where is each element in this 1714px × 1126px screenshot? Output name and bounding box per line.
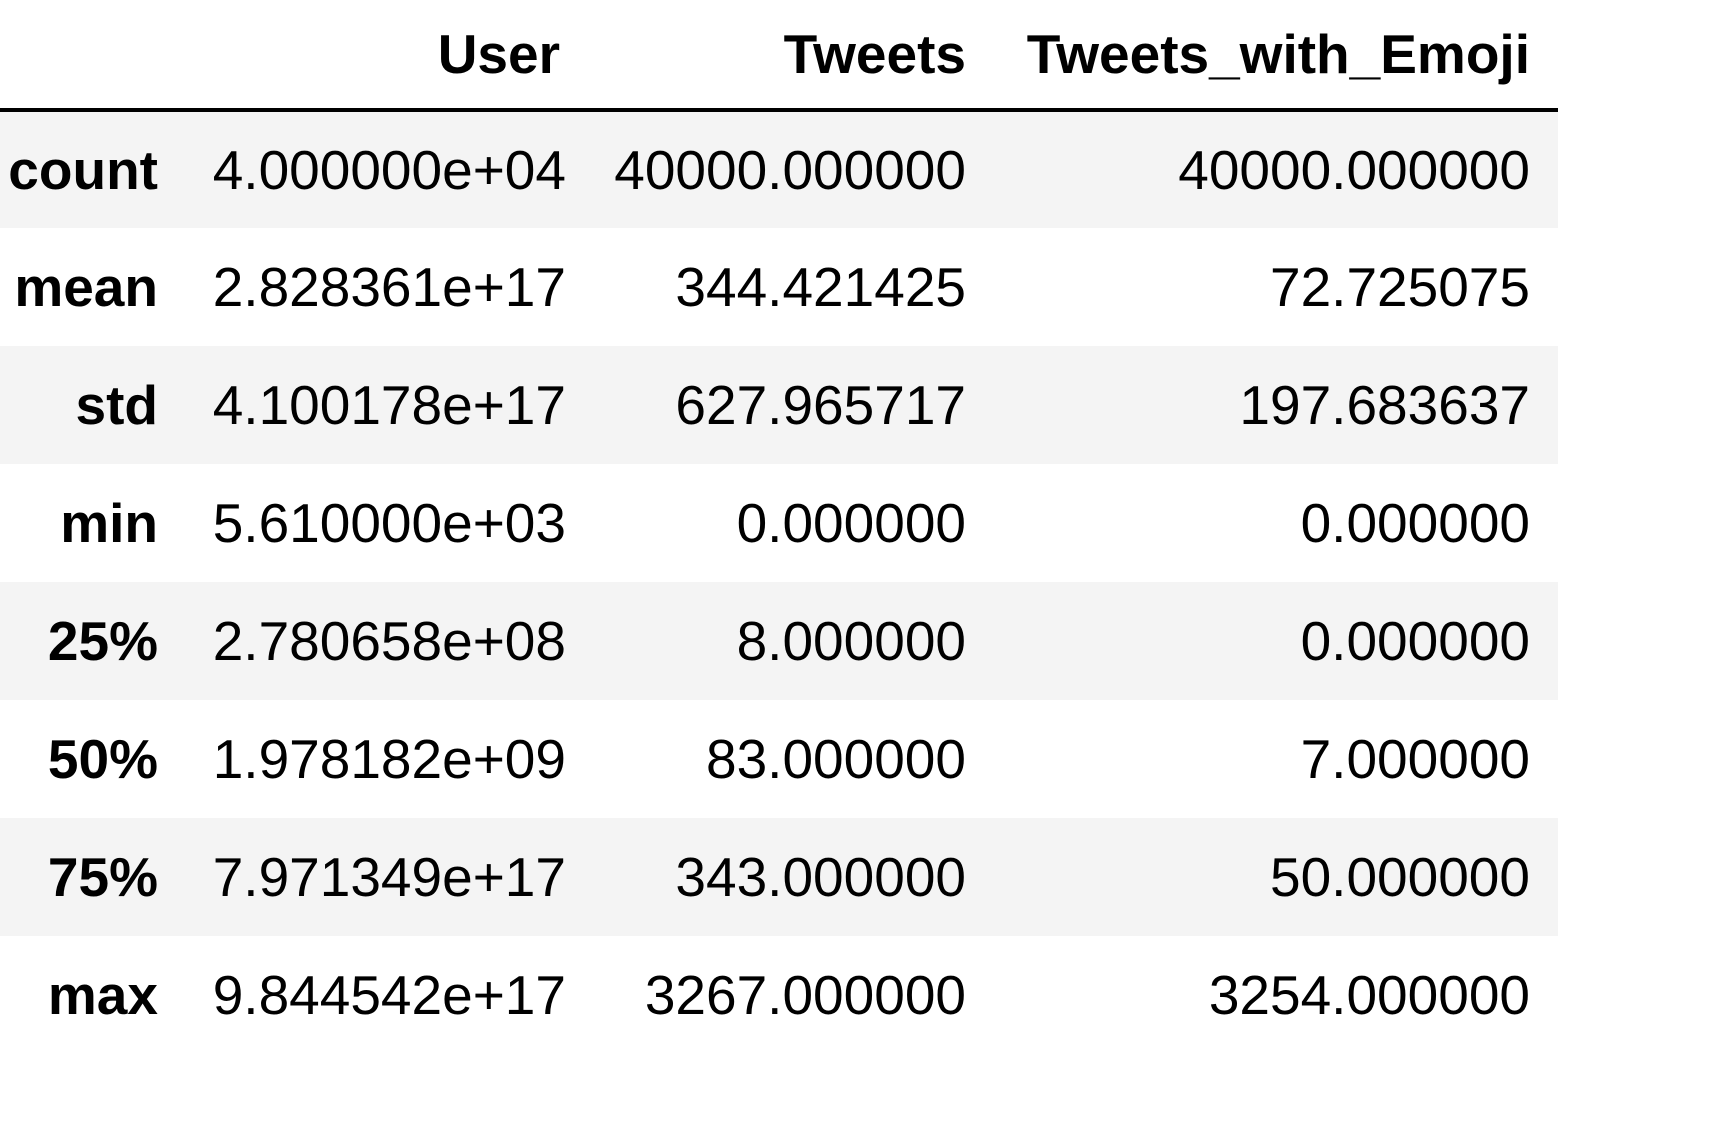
cell-tweets-with-emoji: 7.000000 [1300, 728, 1530, 790]
cell-user: 2.780658e+08 [212, 610, 566, 672]
table-row: min 5.610000e+03 0.000000 0.000000 [0, 464, 1558, 582]
column-header-user: User [180, 0, 588, 112]
table-row: count 4.000000e+04 40000.000000 40000.00… [0, 110, 1558, 228]
cell-tweets-with-emoji: 50.000000 [1270, 846, 1530, 908]
cell-user: 2.828361e+17 [212, 256, 566, 318]
table-row: max 9.844542e+17 3267.000000 3254.000000 [0, 936, 1558, 1054]
describe-table: User Tweets Tweets_with_Emoji count 4.00… [0, 0, 1558, 1054]
table-row: 25% 2.780658e+08 8.000000 0.000000 [0, 582, 1558, 700]
row-label: count [8, 139, 158, 201]
cell-user: 9.844542e+17 [212, 964, 566, 1026]
row-label: 50% [47, 728, 158, 790]
row-label: 25% [47, 610, 158, 672]
cell-tweets-with-emoji: 197.683637 [1239, 374, 1530, 436]
cell-tweets-with-emoji: 0.000000 [1300, 492, 1530, 554]
row-label: mean [14, 256, 158, 318]
table-row: std 4.100178e+17 627.965717 197.683637 [0, 346, 1558, 464]
column-header-tweets-with-emoji: Tweets_with_Emoji [994, 0, 1558, 112]
cell-user: 7.971349e+17 [212, 846, 566, 908]
table-header: User Tweets Tweets_with_Emoji [0, 0, 1558, 112]
table-row: 50% 1.978182e+09 83.000000 7.000000 [0, 700, 1558, 818]
index-column-header [0, 0, 180, 112]
cell-user: 1.978182e+09 [212, 728, 566, 790]
table-row: 75% 7.971349e+17 343.000000 50.000000 [0, 818, 1558, 936]
table-row: mean 2.828361e+17 344.421425 72.725075 [0, 228, 1558, 346]
cell-tweets: 3267.000000 [644, 964, 966, 1026]
cell-user: 4.000000e+04 [212, 139, 566, 201]
cell-tweets: 8.000000 [736, 610, 966, 672]
cell-tweets: 627.965717 [675, 374, 966, 436]
table-body: count 4.000000e+04 40000.000000 40000.00… [0, 110, 1558, 1054]
cell-tweets: 83.000000 [706, 728, 966, 790]
row-label: max [47, 964, 158, 1026]
cell-user: 4.100178e+17 [212, 374, 566, 436]
cell-tweets: 40000.000000 [614, 139, 966, 201]
cell-tweets: 0.000000 [736, 492, 966, 554]
column-header-tweets: Tweets [588, 0, 994, 112]
cell-tweets-with-emoji: 72.725075 [1270, 256, 1530, 318]
row-label: std [75, 374, 159, 436]
header-row: User Tweets Tweets_with_Emoji [0, 0, 1558, 112]
cell-user: 5.610000e+03 [212, 492, 566, 554]
cell-tweets-with-emoji: 40000.000000 [1178, 139, 1530, 201]
cell-tweets: 343.000000 [675, 846, 966, 908]
cell-tweets-with-emoji: 3254.000000 [1208, 964, 1530, 1026]
cell-tweets: 344.421425 [675, 256, 966, 318]
cell-tweets-with-emoji: 0.000000 [1300, 610, 1530, 672]
row-label: min [60, 492, 158, 554]
row-label: 75% [47, 846, 158, 908]
